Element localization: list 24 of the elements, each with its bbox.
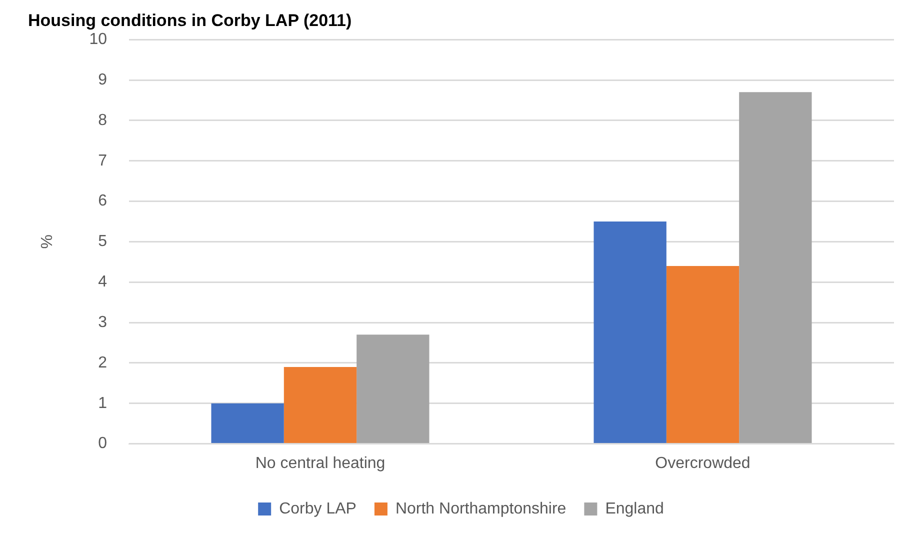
y-tick-label: 9	[98, 71, 108, 88]
x-tick-label: Overcrowded	[655, 454, 750, 472]
x-tick-label: No central heating	[255, 454, 386, 472]
legend-label: England	[605, 500, 664, 518]
bar	[666, 266, 740, 444]
y-tick-label: 2	[98, 354, 108, 372]
y-tick-label: 7	[98, 152, 108, 170]
y-tick-label: 0	[98, 435, 108, 452]
y-tick-label: 10	[89, 31, 108, 48]
legend-label: North Northamptonshire	[395, 500, 566, 518]
y-tick-label: 6	[98, 192, 108, 210]
bar	[356, 334, 430, 444]
y-tick-label: 5	[98, 233, 108, 250]
y-tick-label: 3	[98, 314, 108, 331]
bar	[594, 221, 666, 444]
bar	[211, 403, 284, 444]
legend-label: Corby LAP	[279, 500, 356, 518]
bar	[284, 367, 357, 444]
y-tick-label: 4	[98, 274, 108, 291]
y-tick-label: 1	[98, 394, 108, 412]
chart-title: Housing conditions in Corby LAP (2011)	[28, 11, 352, 30]
bar	[739, 92, 812, 444]
y-axis-title: %	[39, 234, 56, 249]
y-tick-label: 8	[98, 112, 108, 129]
